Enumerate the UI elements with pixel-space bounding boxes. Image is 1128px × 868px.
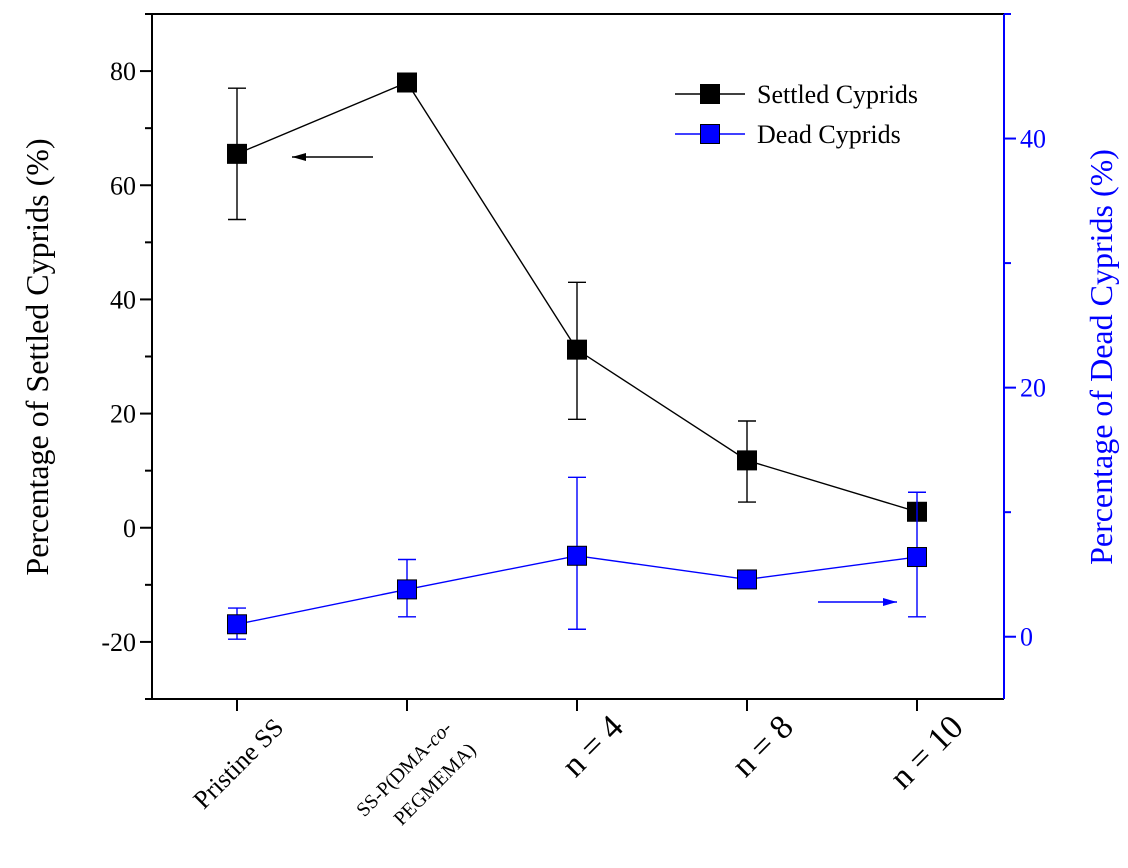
- x-category-label: Pristine SS: [188, 713, 290, 815]
- x-category-label-part: n = 8: [725, 708, 801, 784]
- left-axis-arrow: [292, 153, 373, 161]
- left-tick-label: 40: [110, 285, 136, 314]
- data-point: [737, 450, 757, 471]
- legend-label: Settled Cyprids: [757, 80, 918, 109]
- data-point: [567, 545, 587, 566]
- x-category-label-part: n = 4: [555, 708, 631, 784]
- left-tick-label: -20: [101, 628, 136, 657]
- legend-item: Dead Cyprids: [675, 120, 901, 149]
- legend-label: Dead Cyprids: [757, 120, 901, 149]
- x-category-label: n = 8: [725, 708, 801, 784]
- x-category-label: n = 4: [555, 708, 631, 784]
- legend-marker: [700, 84, 720, 104]
- series-dead-cyprids: [227, 476, 927, 640]
- legend-item: Settled Cyprids: [675, 80, 918, 109]
- left-axis-title: Percentage of Settled Cyprids (%): [19, 138, 55, 575]
- data-point: [737, 569, 757, 590]
- left-tick-label: 60: [110, 171, 136, 200]
- x-category-label-part: Pristine SS: [188, 713, 290, 815]
- right-tick-label: 20: [1020, 374, 1046, 403]
- data-point: [907, 547, 927, 568]
- x-category-label-part: n = 10: [883, 708, 971, 796]
- arrow-head: [883, 598, 897, 606]
- arrow-head: [292, 153, 306, 161]
- left-tick-label: 20: [110, 400, 136, 429]
- series-settled-cyprids: [227, 72, 927, 522]
- right-tick-label: 40: [1020, 125, 1046, 154]
- x-category-label: n = 10: [883, 708, 971, 796]
- right-tick-label: 0: [1020, 623, 1033, 652]
- data-point: [227, 614, 247, 635]
- left-tick-label: 0: [123, 514, 136, 543]
- data-point: [397, 579, 417, 600]
- data-point: [227, 143, 247, 164]
- left-tick-label: 80: [110, 57, 136, 86]
- right-axis-title: Percentage of Dead Cyprids (%): [1083, 149, 1119, 565]
- data-point: [397, 72, 417, 93]
- right-axis-arrow: [818, 598, 897, 606]
- data-point: [567, 339, 587, 360]
- legend-marker: [700, 124, 720, 144]
